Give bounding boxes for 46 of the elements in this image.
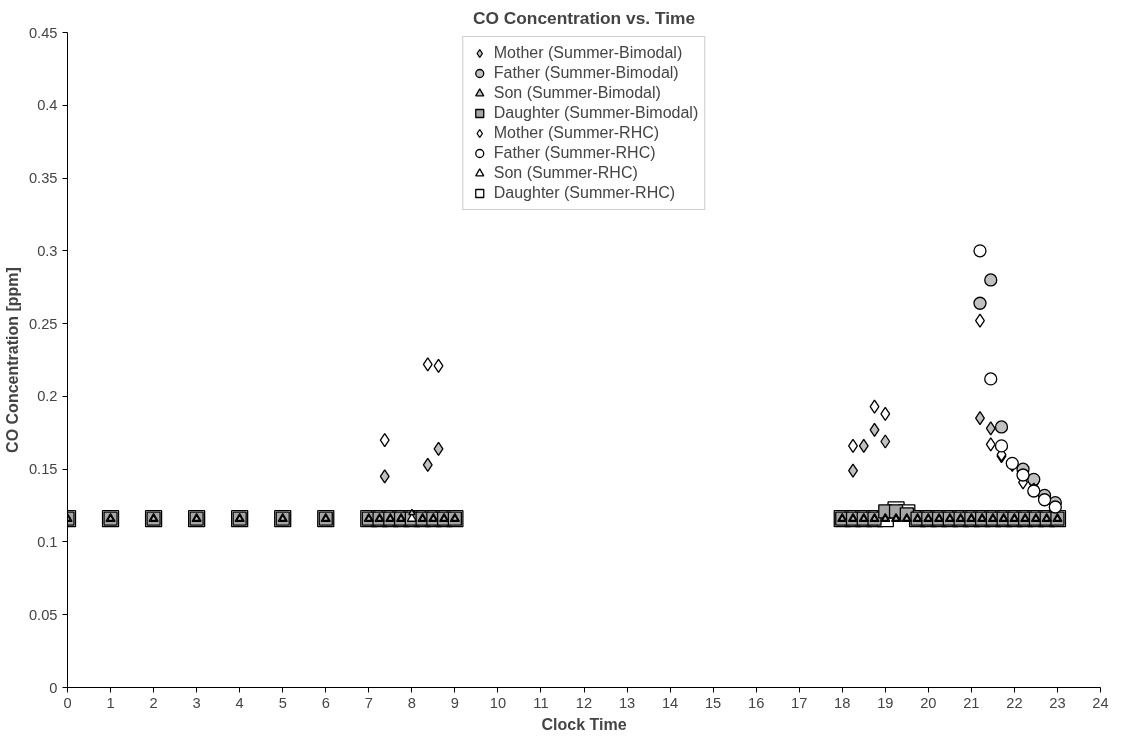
x-tick-label: 18 bbox=[834, 694, 851, 711]
x-tick-label: 2 bbox=[149, 694, 158, 711]
legend-label: Mother (Summer-RHC) bbox=[493, 123, 660, 143]
x-tick-label: 21 bbox=[963, 694, 980, 711]
x-tick-label: 12 bbox=[575, 694, 593, 711]
x-tick-label: 22 bbox=[1006, 694, 1023, 711]
x-tick-label: 3 bbox=[192, 694, 201, 711]
x-tick-label: 13 bbox=[618, 694, 636, 711]
x-tick-label: 23 bbox=[1049, 694, 1066, 711]
x-tick-label: 10 bbox=[489, 694, 507, 711]
legend-label: Father (Summer-Bimodal) bbox=[493, 63, 679, 83]
x-tick-label: 6 bbox=[321, 694, 330, 711]
y-tick-label: 0.1 bbox=[37, 533, 58, 550]
x-tick-label: 16 bbox=[748, 694, 765, 711]
legend-label: Father (Summer-RHC) bbox=[493, 143, 656, 163]
legend-label: Daughter (Summer-RHC) bbox=[493, 183, 676, 203]
y-tick-label: 0.45 bbox=[28, 24, 58, 41]
x-tick-label: 9 bbox=[450, 694, 459, 711]
chart-title: CO Concentration vs. Time bbox=[472, 7, 696, 28]
y-tick-label: 0.3 bbox=[37, 242, 58, 259]
legend-label: Mother (Summer-Bimodal) bbox=[493, 43, 683, 63]
y-tick-label: 0 bbox=[49, 679, 58, 696]
x-tick-label: 5 bbox=[278, 694, 287, 711]
y-tick-label: 0.15 bbox=[28, 461, 58, 478]
x-tick-label: 4 bbox=[235, 694, 244, 711]
x-tick-label: 7 bbox=[364, 694, 373, 711]
legend-label: Daughter (Summer-Bimodal) bbox=[493, 103, 699, 123]
x-tick-label: 24 bbox=[1092, 694, 1109, 711]
legend-label: Son (Summer-RHC) bbox=[493, 163, 638, 183]
x-tick-label: 11 bbox=[533, 694, 549, 711]
legend-label: Son (Summer-Bimodal) bbox=[493, 83, 661, 103]
x-tick-label: 15 bbox=[704, 694, 722, 711]
x-tick-label: 20 bbox=[920, 694, 937, 711]
y-tick-label: 0.4 bbox=[37, 97, 58, 114]
y-tick-label: 0.25 bbox=[28, 315, 58, 332]
x-tick-label: 0 bbox=[63, 694, 72, 711]
x-tick-label: 17 bbox=[791, 694, 808, 711]
x-tick-label: 14 bbox=[661, 694, 679, 711]
y-tick-label: 0.35 bbox=[28, 170, 58, 187]
y-tick-label: 0.2 bbox=[37, 388, 58, 405]
y-axis-title: CO Concentration [ppm] bbox=[3, 267, 21, 453]
x-tick-label: 8 bbox=[407, 694, 416, 711]
x-tick-label: 19 bbox=[877, 694, 894, 711]
x-axis-title: Clock Time bbox=[541, 715, 627, 733]
x-tick-label: 1 bbox=[106, 694, 115, 711]
y-tick-label: 0.05 bbox=[28, 606, 58, 623]
